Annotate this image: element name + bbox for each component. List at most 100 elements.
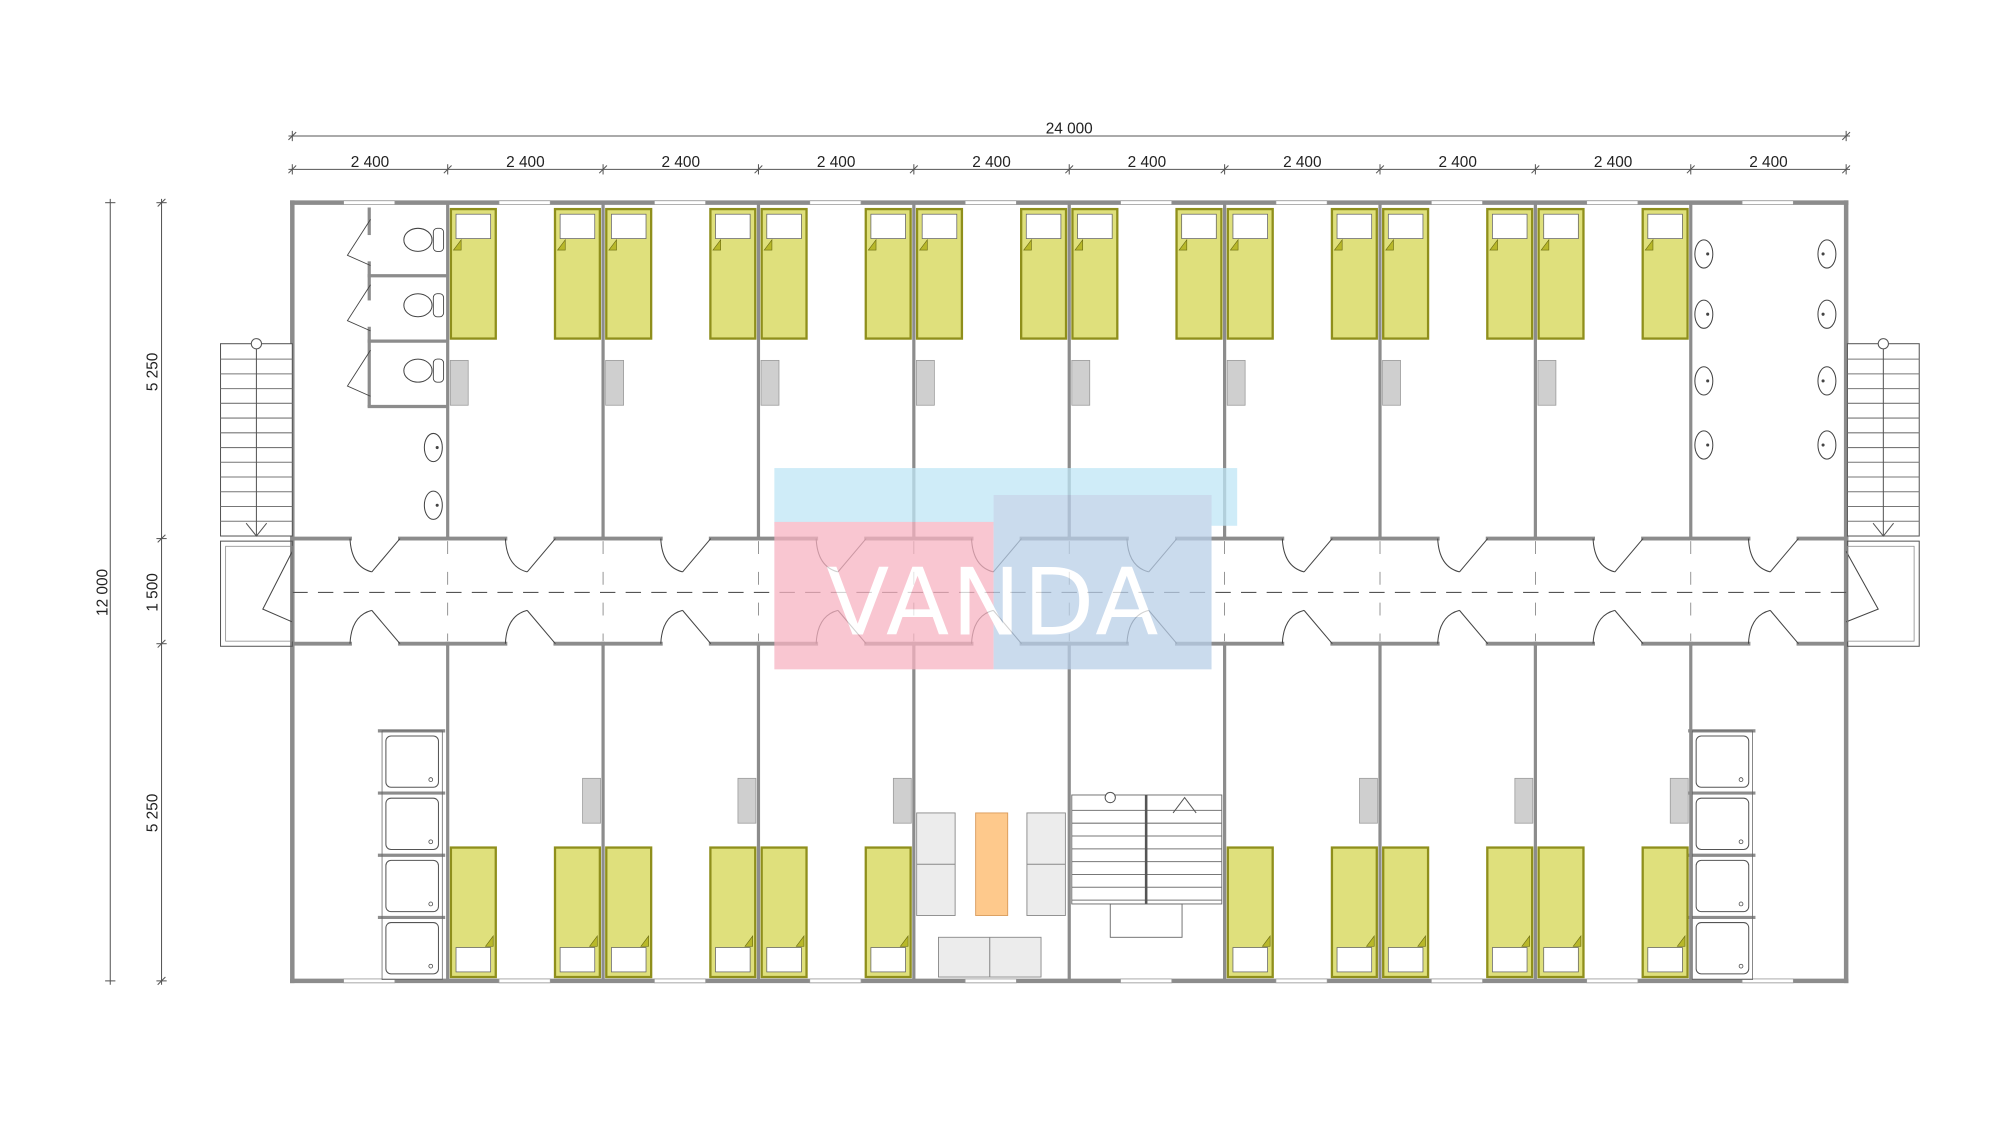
blanket-fold <box>1074 238 1084 251</box>
dim-tick <box>443 165 452 174</box>
door-leaf <box>371 538 401 573</box>
dim-depth-top: 5 250 <box>145 353 162 391</box>
desk <box>760 359 780 406</box>
stair-arrow-head <box>245 522 268 537</box>
pillow <box>559 213 596 239</box>
shower-drain <box>1738 963 1744 969</box>
faucet <box>1821 252 1825 256</box>
bed <box>1382 846 1430 979</box>
stall-door <box>346 219 371 266</box>
blanket-fold <box>1023 238 1032 251</box>
bed <box>1537 846 1585 979</box>
toilet <box>403 227 433 252</box>
bed <box>1226 207 1274 340</box>
bed <box>1071 207 1119 340</box>
door-leaf <box>1459 610 1489 645</box>
sink <box>1817 239 1837 269</box>
bed <box>553 846 602 979</box>
desk <box>1514 777 1534 824</box>
desk <box>1669 777 1689 824</box>
blanket-fold <box>1385 238 1394 251</box>
pillow <box>1647 213 1683 239</box>
door-swing <box>1437 538 1460 573</box>
desk <box>1359 777 1378 824</box>
shower-tray <box>1695 859 1750 913</box>
blanket-fold <box>712 238 721 251</box>
shower-tray <box>1695 922 1750 975</box>
shower-drain <box>428 839 434 845</box>
window <box>964 200 1017 205</box>
window <box>498 200 551 205</box>
window <box>1120 200 1173 205</box>
bed <box>760 207 808 340</box>
desk <box>449 359 469 406</box>
furniture <box>346 207 1837 980</box>
blanket-fold <box>1365 935 1375 947</box>
faucet <box>1706 379 1710 383</box>
window <box>343 978 396 984</box>
blanket-fold <box>1521 935 1530 947</box>
toilet-tank <box>432 293 445 318</box>
walls <box>220 200 1920 984</box>
sofa <box>916 812 956 916</box>
pillow <box>611 213 647 239</box>
toilet-tank <box>432 358 445 383</box>
blanket-fold <box>867 238 877 251</box>
faucet <box>1706 443 1710 447</box>
pillow <box>1232 213 1268 239</box>
window <box>1120 978 1173 984</box>
toilet <box>403 358 433 383</box>
stair-start-circle <box>1877 338 1889 350</box>
stair-landing-inner <box>225 545 293 642</box>
pillow <box>1492 213 1528 239</box>
door-leaf <box>682 538 712 573</box>
sink <box>1817 430 1837 460</box>
dim-tick <box>157 534 166 543</box>
pillow <box>1543 947 1579 973</box>
stall-door <box>346 349 371 397</box>
window <box>1741 978 1794 984</box>
door-leaf <box>1303 538 1333 573</box>
window <box>1430 978 1483 984</box>
window <box>653 978 707 984</box>
shower-block <box>1691 730 1753 980</box>
dim-tick <box>288 165 297 174</box>
sink <box>423 432 443 463</box>
window <box>1741 200 1794 205</box>
blanket-fold <box>452 238 462 251</box>
door-leaf <box>682 610 712 645</box>
stair-start-circle <box>1104 791 1116 804</box>
pillow <box>870 947 906 973</box>
desk <box>892 777 912 824</box>
dim-depth-bottom: 5 250 <box>145 794 162 832</box>
pillow <box>1181 213 1217 239</box>
dim-overall-width: 24 000 <box>1046 120 1093 137</box>
door-leaf <box>1459 538 1489 573</box>
blanket-fold <box>1489 238 1498 251</box>
window <box>1275 978 1328 984</box>
bed <box>553 207 602 340</box>
dim-depth-corridor: 1 500 <box>145 573 162 611</box>
desk <box>582 777 601 824</box>
sink <box>1694 366 1714 396</box>
bed <box>1641 207 1689 340</box>
door-swing <box>1747 538 1771 573</box>
pillow <box>715 947 751 973</box>
blanket-fold <box>795 935 805 947</box>
pillow <box>455 213 492 239</box>
pillow <box>1336 213 1373 239</box>
blanket-fold <box>556 238 566 251</box>
dim-tick <box>1220 165 1229 174</box>
desk <box>1226 359 1246 406</box>
shower-tray <box>1695 735 1750 788</box>
shower-drain <box>428 901 434 907</box>
watermark: VANDA <box>774 468 1238 670</box>
faucet <box>1706 252 1710 256</box>
door-swing <box>349 538 372 573</box>
window <box>1586 200 1639 205</box>
bed <box>1020 207 1068 340</box>
toilet <box>403 293 433 318</box>
door-leaf <box>526 610 556 645</box>
door-leaf <box>526 538 556 573</box>
sofa <box>1026 812 1066 916</box>
